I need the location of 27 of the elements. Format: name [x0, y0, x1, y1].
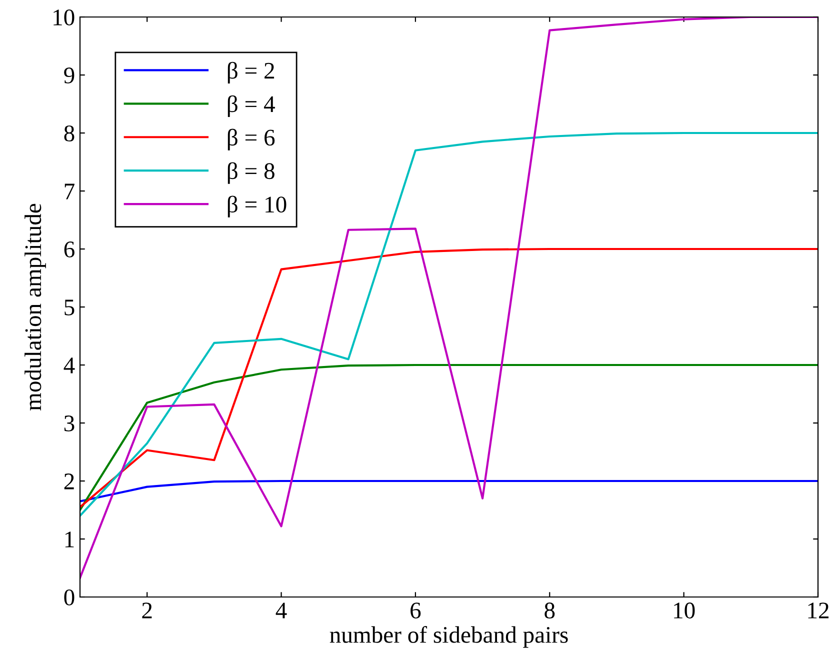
- legend-label: β = 10: [228, 196, 286, 218]
- line-series: [80, 364, 818, 512]
- y-tick-label: 8: [64, 125, 74, 142]
- x-axis-title: number of sideband pairs: [330, 626, 568, 648]
- x-tick-label: 4: [276, 602, 287, 618]
- y-tick-label: 3: [64, 416, 74, 432]
- line-series: [80, 248, 818, 508]
- x-tick-label: 10: [674, 602, 695, 618]
- x-tick-label: 6: [410, 602, 421, 618]
- y-tick-label: 7: [64, 184, 74, 200]
- x-tick-label: 2: [142, 602, 152, 618]
- legend-label: β = 6: [228, 128, 275, 150]
- y-tick-label: 5: [64, 300, 74, 316]
- x-tick-label: 8: [544, 602, 555, 618]
- y-tick-label: 2: [64, 474, 74, 490]
- legend-label: β = 8: [228, 162, 274, 184]
- x-tick-label: 12: [808, 602, 829, 618]
- y-tick-label: 0: [64, 589, 74, 606]
- legend-label: β = 4: [228, 95, 275, 117]
- y-tick-label: 6: [64, 242, 74, 258]
- y-axis-title: modulation amplitude: [24, 204, 46, 410]
- legend-label: β = 2: [228, 62, 274, 84]
- y-tick-label: 10: [54, 9, 74, 26]
- y-tick-label: 1: [65, 532, 74, 548]
- y-tick-label: 4: [64, 358, 75, 374]
- y-tick-label: 9: [64, 68, 74, 84]
- line-series: [80, 480, 818, 502]
